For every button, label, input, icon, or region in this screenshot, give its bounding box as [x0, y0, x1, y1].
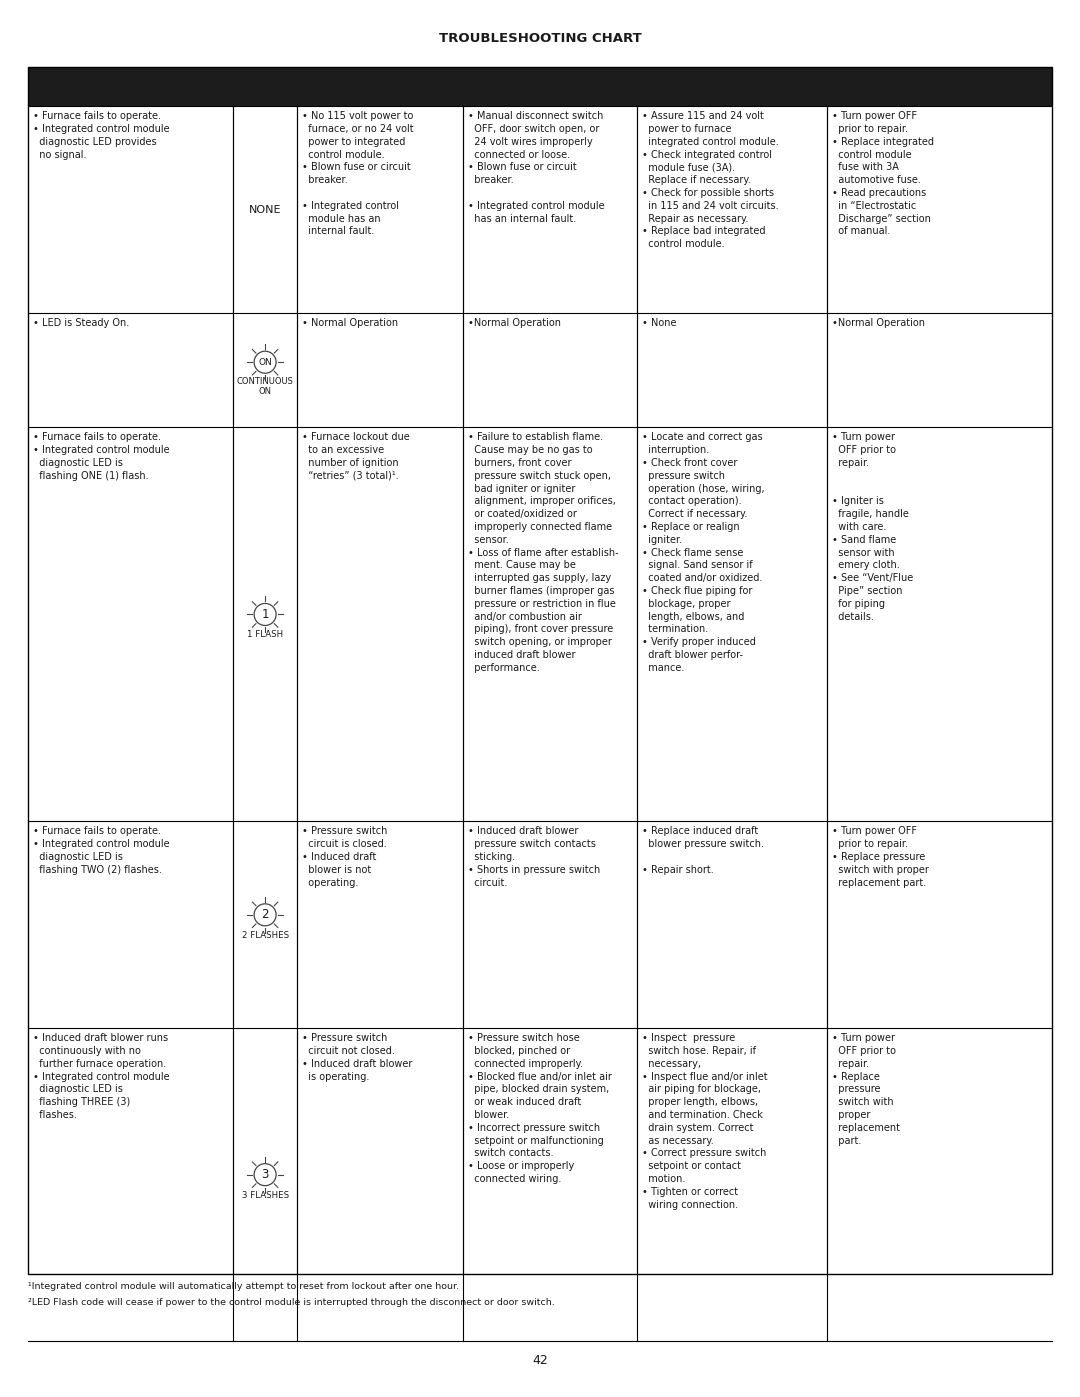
Text: • Assure 115 and 24 volt
  power to furnace
  integrated control module.
• Check: • Assure 115 and 24 volt power to furnac…	[643, 112, 779, 249]
Text: • Inspect  pressure
  switch hose. Repair, if
  necessary,
• Inspect flue and/or: • Inspect pressure switch hose. Repair, …	[643, 1034, 768, 1210]
Text: 2: 2	[261, 908, 269, 921]
Text: • Turn power
  OFF prior to
  repair.


• Igniter is
  fragile, handle
  with ca: • Turn power OFF prior to repair. • Igni…	[832, 433, 913, 622]
Text: 1 FLASH: 1 FLASH	[247, 630, 283, 640]
Text: 3 FLASHES: 3 FLASHES	[242, 1190, 288, 1200]
Text: • LED is Steady On.: • LED is Steady On.	[33, 319, 130, 328]
Text: 42: 42	[532, 1354, 548, 1368]
Text: • Furnace lockout due
  to an excessive
  number of ignition
  “retries” (3 tota: • Furnace lockout due to an excessive nu…	[302, 433, 410, 481]
Text: CONTINUOUS: CONTINUOUS	[237, 377, 294, 386]
Text: • Manual disconnect switch
  OFF, door switch open, or
  24 volt wires improperl: • Manual disconnect switch OFF, door swi…	[469, 112, 605, 224]
Text: • Pressure switch
  circuit is closed.
• Induced draft
  blower is not
  operati: • Pressure switch circuit is closed. • I…	[302, 827, 388, 887]
Text: • Induced draft blower
  pressure switch contacts
  sticking.
• Shorts in pressu: • Induced draft blower pressure switch c…	[469, 827, 600, 887]
Bar	[28, 67, 1052, 1274]
Text: ON: ON	[258, 358, 272, 366]
Text: • Turn power OFF
  prior to repair.
• Replace pressure
  switch with proper
  re: • Turn power OFF prior to repair. • Repl…	[832, 827, 929, 887]
Text: • Pressure switch hose
  blocked, pinched or
  connected improperly.
• Blocked f: • Pressure switch hose blocked, pinched …	[469, 1034, 612, 1185]
Text: TROUBLESHOOTING CHART: TROUBLESHOOTING CHART	[438, 32, 642, 45]
Text: • Induced draft blower runs
  continuously with no
  further furnace operation.
: • Induced draft blower runs continuously…	[33, 1034, 170, 1120]
Text: •Normal Operation: •Normal Operation	[832, 319, 924, 328]
Text: • Furnace fails to operate.
• Integrated control module
  diagnostic LED provide: • Furnace fails to operate. • Integrated…	[33, 112, 170, 159]
Text: 3: 3	[261, 1168, 269, 1180]
Text: • Furnace fails to operate.
• Integrated control module
  diagnostic LED is
  fl: • Furnace fails to operate. • Integrated…	[33, 433, 170, 481]
Text: ¹Integrated control module will automatically attempt to reset from lockout afte: ¹Integrated control module will automati…	[28, 1282, 459, 1291]
Text: • No 115 volt power to
  furnace, or no 24 volt
  power to integrated
  control : • No 115 volt power to furnace, or no 24…	[302, 112, 414, 236]
Text: • Pressure switch
  circuit not closed.
• Induced draft blower
  is operating.: • Pressure switch circuit not closed. • …	[302, 1034, 413, 1081]
Text: • Replace induced draft
  blower pressure switch.

• Repair short.: • Replace induced draft blower pressure …	[643, 827, 765, 875]
Text: ²LED Flash code will cease if power to the control module is interrupted through: ²LED Flash code will cease if power to t…	[28, 1298, 555, 1308]
Text: • Furnace fails to operate.
• Integrated control module
  diagnostic LED is
  fl: • Furnace fails to operate. • Integrated…	[33, 827, 170, 875]
Text: • None: • None	[643, 319, 677, 328]
Text: • Turn power
  OFF prior to
  repair.
• Replace
  pressure
  switch with
  prope: • Turn power OFF prior to repair. • Repl…	[832, 1034, 900, 1146]
Text: • Turn power OFF
  prior to repair.
• Replace integrated
  control module
  fuse: • Turn power OFF prior to repair. • Repl…	[832, 112, 934, 236]
Text: •Normal Operation: •Normal Operation	[469, 319, 562, 328]
Text: 2 FLASHES: 2 FLASHES	[242, 930, 288, 940]
Text: • Failure to establish flame.
  Cause may be no gas to
  burners, front cover
  : • Failure to establish flame. Cause may …	[469, 433, 619, 673]
Text: NONE: NONE	[248, 204, 282, 215]
Text: ON: ON	[258, 387, 271, 397]
Bar	[28, 67, 1052, 106]
Text: • Normal Operation: • Normal Operation	[302, 319, 399, 328]
Text: 1: 1	[261, 608, 269, 620]
Text: • Locate and correct gas
  interruption.
• Check front cover
  pressure switch
 : • Locate and correct gas interruption. •…	[643, 433, 765, 673]
